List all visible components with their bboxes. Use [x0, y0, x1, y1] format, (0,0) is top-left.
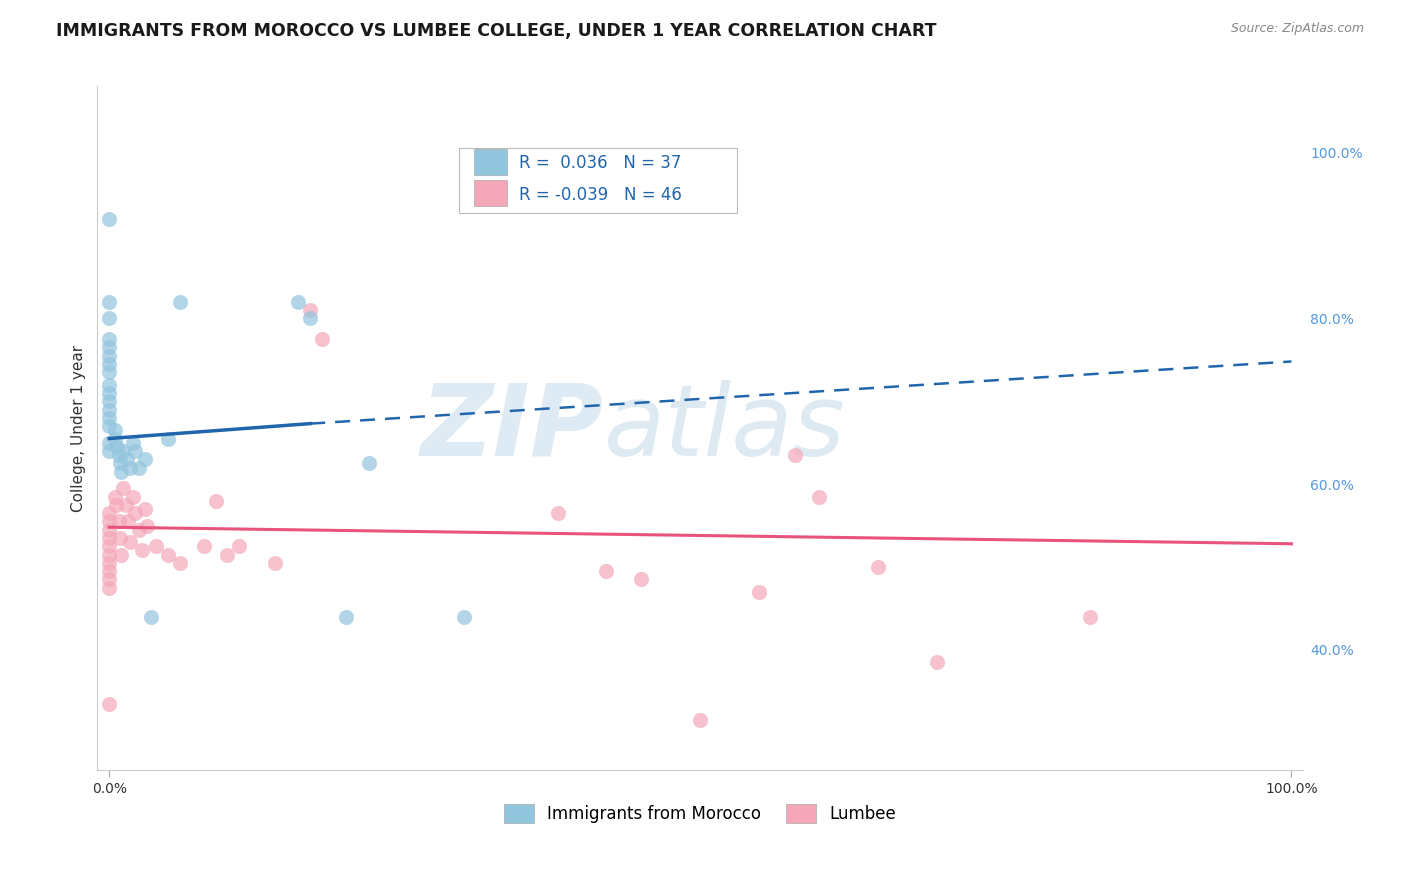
Point	[98, 539, 121, 553]
Point	[112, 444, 135, 458]
Point	[263, 556, 285, 570]
Point	[228, 539, 250, 553]
Point	[115, 452, 138, 467]
Point	[217, 548, 239, 562]
Point	[110, 465, 132, 479]
Point	[98, 365, 121, 379]
Bar	[474, 149, 508, 175]
Point	[134, 452, 156, 467]
Point	[105, 498, 128, 512]
Text: ZIP: ZIP	[420, 380, 603, 476]
Point	[98, 349, 121, 363]
Point	[595, 564, 617, 578]
Point	[107, 515, 129, 529]
Point	[107, 448, 129, 462]
Point	[98, 531, 121, 545]
Point	[630, 573, 652, 587]
Point	[748, 584, 770, 599]
Point	[98, 394, 121, 409]
Point	[98, 386, 121, 401]
Point	[136, 518, 159, 533]
Point	[1080, 609, 1102, 624]
Point	[98, 573, 121, 587]
Point	[169, 556, 191, 570]
Point	[98, 435, 121, 450]
Point	[98, 564, 121, 578]
Point	[104, 490, 127, 504]
Point	[335, 609, 357, 624]
Point	[98, 515, 121, 529]
Point	[299, 303, 322, 318]
Point	[98, 402, 121, 417]
Point	[108, 531, 131, 545]
Text: Source: ZipAtlas.com: Source: ZipAtlas.com	[1230, 22, 1364, 36]
Point	[124, 506, 146, 520]
Point	[117, 515, 139, 529]
Point	[98, 548, 121, 562]
Point	[359, 457, 381, 471]
Point	[120, 535, 142, 549]
Text: atlas: atlas	[603, 380, 845, 476]
Point	[193, 539, 215, 553]
Point	[287, 294, 309, 309]
Point	[547, 506, 569, 520]
Point	[134, 502, 156, 516]
Point	[169, 294, 191, 309]
Point	[104, 432, 127, 446]
Text: R = -0.039   N = 46: R = -0.039 N = 46	[519, 186, 682, 203]
Point	[107, 440, 129, 454]
Point	[110, 548, 132, 562]
Point	[131, 543, 153, 558]
Point	[157, 432, 180, 446]
Point	[98, 211, 121, 226]
Point	[120, 460, 142, 475]
FancyBboxPatch shape	[460, 148, 737, 213]
Point	[104, 423, 127, 437]
Point	[145, 539, 167, 553]
Point	[925, 655, 948, 669]
Point	[98, 410, 121, 425]
Point	[98, 697, 121, 711]
Point	[807, 490, 830, 504]
Point	[128, 460, 150, 475]
Point	[204, 493, 226, 508]
Point	[299, 311, 322, 326]
Text: R =  0.036   N = 37: R = 0.036 N = 37	[519, 154, 682, 172]
Point	[453, 609, 475, 624]
Point	[157, 548, 180, 562]
Text: IMMIGRANTS FROM MOROCCO VS LUMBEE COLLEGE, UNDER 1 YEAR CORRELATION CHART: IMMIGRANTS FROM MOROCCO VS LUMBEE COLLEG…	[56, 22, 936, 40]
Point	[108, 457, 131, 471]
Legend: Immigrants from Morocco, Lumbee: Immigrants from Morocco, Lumbee	[505, 804, 897, 823]
Point	[112, 481, 135, 495]
Point	[866, 560, 889, 574]
Point	[128, 523, 150, 537]
Y-axis label: College, Under 1 year: College, Under 1 year	[72, 344, 86, 512]
Point	[98, 419, 121, 434]
Point	[98, 332, 121, 346]
Point	[98, 556, 121, 570]
Point	[311, 332, 333, 346]
Point	[98, 340, 121, 354]
Point	[689, 713, 711, 727]
Point	[139, 609, 162, 624]
Point	[98, 377, 121, 392]
Point	[98, 357, 121, 371]
Point	[98, 581, 121, 595]
Bar	[474, 180, 508, 206]
Point	[121, 490, 143, 504]
Point	[98, 294, 121, 309]
Point	[98, 523, 121, 537]
Point	[98, 506, 121, 520]
Point	[121, 435, 143, 450]
Point	[98, 444, 121, 458]
Point	[783, 448, 806, 462]
Point	[114, 498, 136, 512]
Point	[124, 444, 146, 458]
Point	[98, 311, 121, 326]
